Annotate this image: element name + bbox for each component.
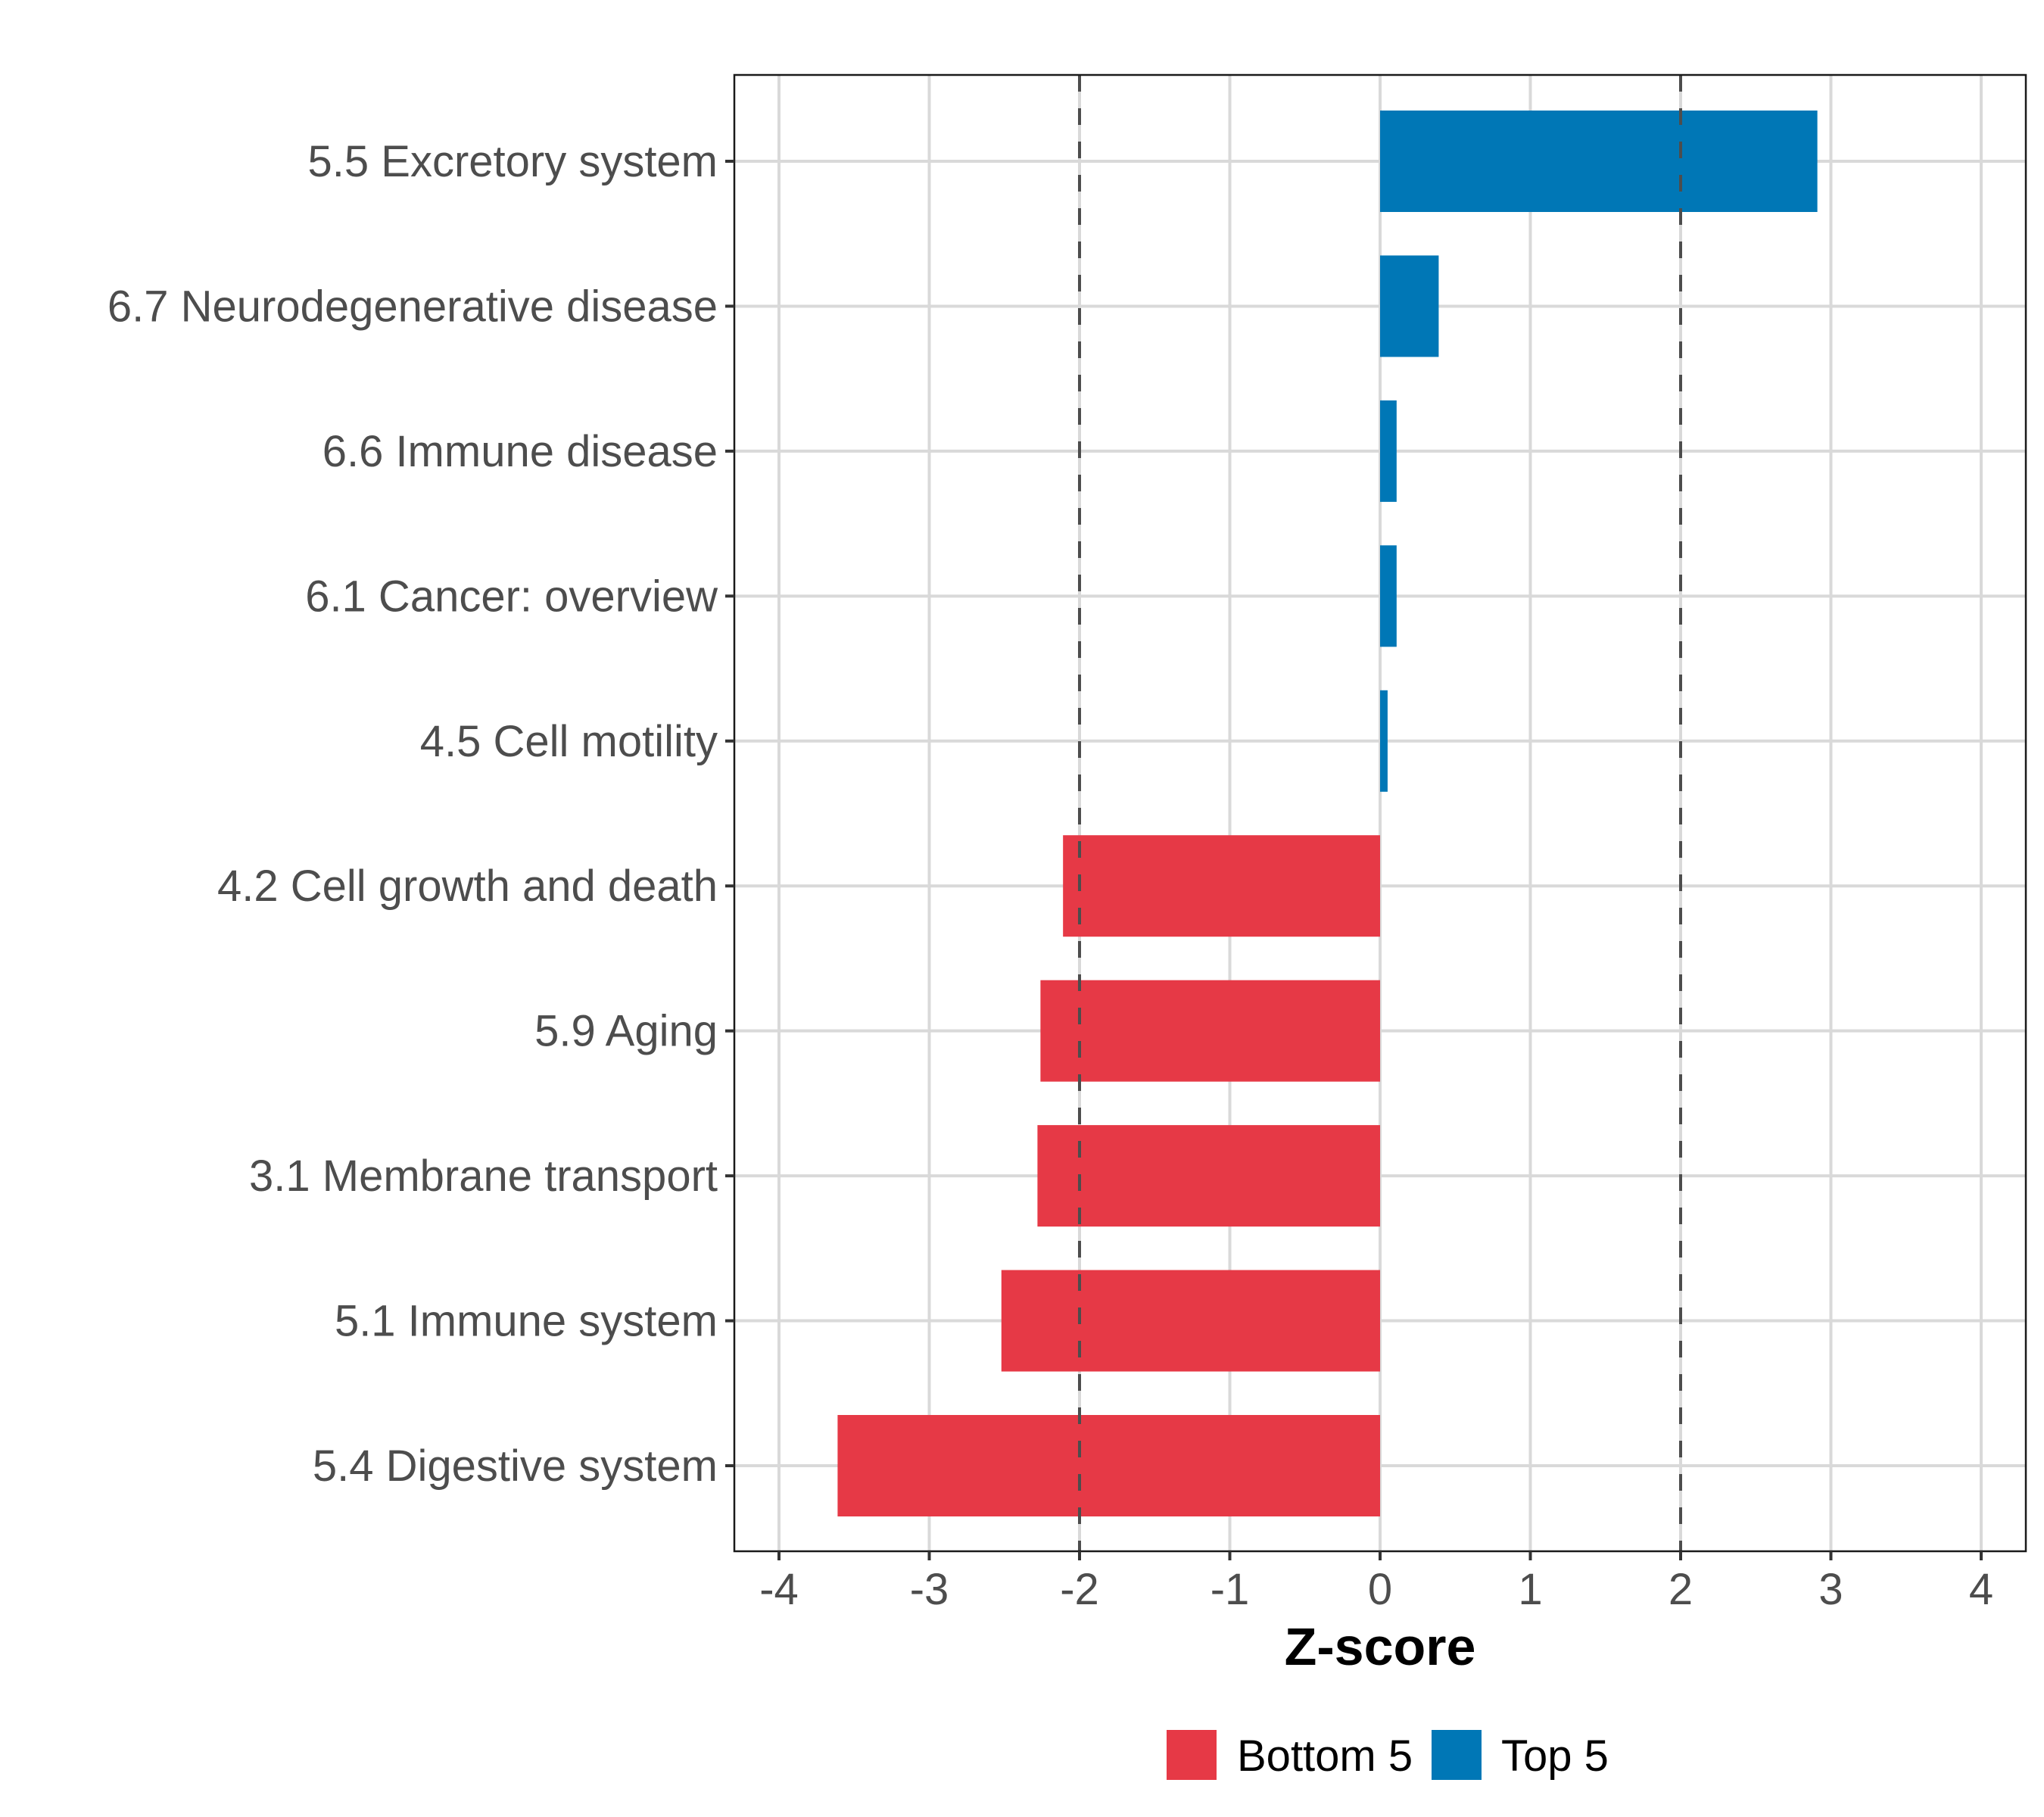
reference-lines [1078,75,1682,1551]
category-label: 4.2 Cell growth and death [217,862,718,911]
x-tick-label: 0 [1368,1565,1392,1614]
bar-bottom [1040,980,1380,1082]
category-label: 5.9 Aging [534,1007,718,1056]
bar-top [1380,111,1818,212]
bar-bottom [1063,835,1380,937]
x-tick-label: -2 [1060,1565,1099,1614]
bar-bottom [1037,1125,1380,1227]
x-tick-label: 1 [1518,1565,1542,1614]
category-label: 6.6 Immune disease [322,427,718,476]
category-label: 3.1 Membrane transport [249,1152,718,1201]
category-label: 5.1 Immune system [335,1297,718,1346]
bar-bottom [1001,1270,1380,1372]
category-label: 6.7 Neurodegenerative disease [107,282,718,331]
category-label: 4.5 Cell motility [420,717,718,766]
bar-top [1380,545,1397,647]
legend-label: Top 5 [1501,1731,1609,1781]
legend: Bottom 5 Top 5 [1167,1730,1609,1781]
category-label: 5.5 Excretory system [308,137,718,186]
x-tick-label: 2 [1669,1565,1693,1614]
legend-key-top-5 [1432,1730,1482,1780]
x-tick-label: 3 [1818,1565,1843,1614]
x-tick-label: -3 [910,1565,949,1614]
x-tick-label: 4 [1969,1565,1993,1614]
bar-top [1380,400,1397,502]
bars [837,111,1818,1516]
bar-top [1380,255,1439,357]
legend-key-bottom-5 [1167,1730,1217,1780]
x-tick-label: -4 [759,1565,799,1614]
y-axis: 5.5 Excretory system 6.7 Neurodegenerativ… [107,137,734,1491]
x-axis: -4 -3 -2 -1 0 1 2 3 4 [759,1551,1993,1614]
legend-label: Bottom 5 [1237,1731,1413,1781]
category-label: 5.4 Digestive system [313,1441,718,1491]
category-label: 6.1 Cancer: overview [305,572,718,621]
bar-bottom [837,1415,1380,1516]
bar-top [1380,690,1388,792]
x-tick-label: -1 [1211,1565,1250,1614]
x-axis-title: Z-score [1285,1617,1476,1676]
